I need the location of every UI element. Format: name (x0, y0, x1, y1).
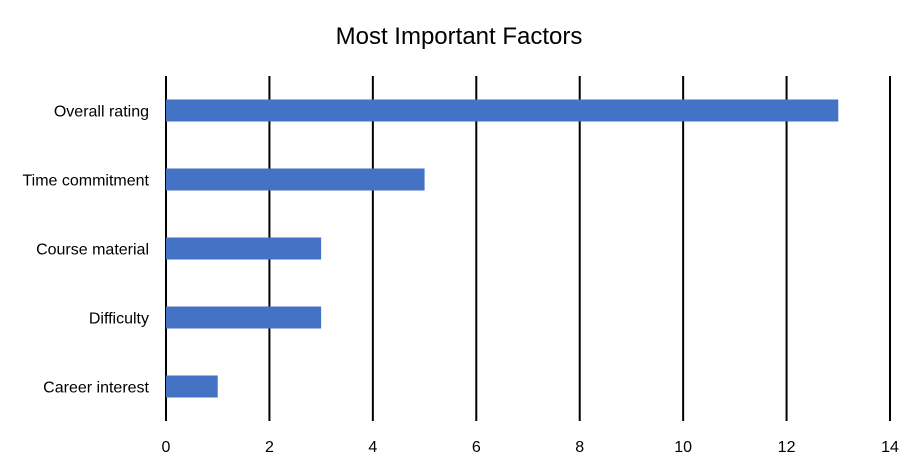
chart-title: Most Important Factors (336, 23, 583, 50)
bar-difficulty (166, 306, 322, 329)
bar-course-material (166, 237, 322, 260)
x-tick-label: 10 (674, 439, 692, 456)
x-tick-label: 12 (778, 439, 796, 456)
bar-time-commitment (166, 168, 425, 191)
x-tick-labels: 0 2 4 6 8 10 12 14 (162, 439, 899, 456)
category-label: Time commitment (22, 173, 149, 190)
category-label: Difficulty (89, 311, 149, 328)
x-tick-label: 0 (162, 439, 171, 456)
category-label: Course material (36, 242, 149, 259)
bar-career-interest (166, 375, 218, 398)
category-label: Career interest (43, 380, 149, 397)
x-tick-label: 6 (472, 439, 481, 456)
gridlines (165, 76, 891, 421)
x-tick-label: 14 (881, 439, 899, 456)
category-label: Overall rating (54, 104, 149, 121)
category-labels: Overall rating Time commitment Course mate… (22, 104, 149, 397)
x-tick-label: 2 (265, 439, 274, 456)
x-tick-label: 4 (368, 439, 377, 456)
bar-overall-rating (166, 99, 839, 122)
x-tick-label: 8 (575, 439, 584, 456)
bars (166, 99, 839, 398)
